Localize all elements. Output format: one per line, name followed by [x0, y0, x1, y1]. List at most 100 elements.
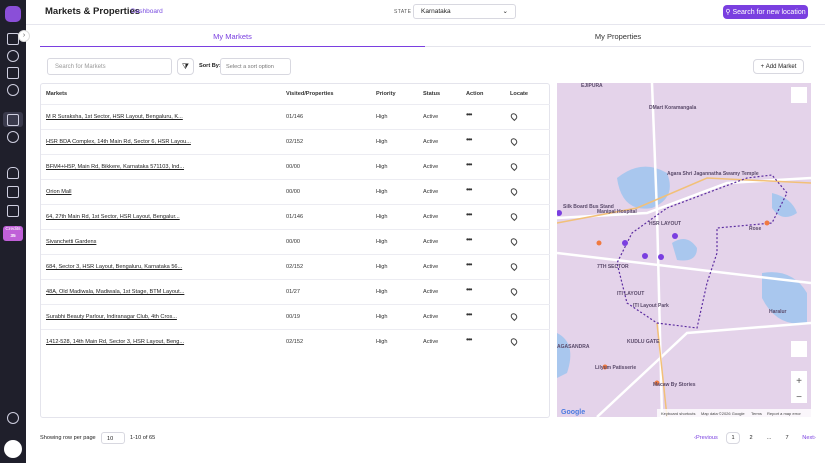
nav-docs[interactable] — [7, 205, 19, 217]
chevron: ⌄ — [502, 8, 508, 15]
page-button[interactable]: 1 — [726, 432, 740, 444]
shape — [596, 321, 811, 417]
map-label: Silk Board Bus Stand — [563, 204, 614, 210]
tab-my-markets[interactable]: My Markets — [40, 26, 425, 47]
logo[interactable] — [5, 6, 21, 22]
market-boundary — [616, 174, 788, 329]
market-link[interactable]: 48A, Old Madiwala, Madiwala, 1st Stage, … — [46, 289, 185, 295]
page-button[interactable]: Next › — [802, 435, 816, 441]
row-cell: Active — [423, 264, 439, 270]
rows-label: Showing row per page — [40, 435, 96, 441]
filter-button[interactable]: ⧩ — [177, 58, 194, 75]
map-footer-text[interactable]: Keyboard shortcuts — [661, 411, 695, 416]
locate-pin[interactable] — [509, 261, 519, 272]
locate-pin[interactable] — [509, 336, 519, 347]
shape — [654, 380, 660, 386]
action-menu[interactable]: ••• — [466, 310, 472, 319]
page-button[interactable]: ‹ Previous — [694, 435, 718, 441]
action-menu[interactable]: ••• — [466, 160, 472, 169]
locate-pin[interactable] — [509, 161, 519, 172]
action-menu[interactable]: ••• — [466, 210, 472, 219]
credits-badge[interactable]: Credits 35 — [3, 226, 23, 241]
state-select[interactable]: Karnataka ⌄ — [413, 4, 516, 19]
row-cell: High — [376, 339, 388, 345]
map-label: AGASANDRA — [557, 344, 590, 350]
action-menu[interactable]: ••• — [466, 110, 472, 119]
map-label: 7TH SECTOR — [597, 264, 629, 270]
fullscreen-button[interactable] — [791, 87, 807, 103]
map-footer-bg — [657, 409, 811, 417]
avatar[interactable] — [4, 440, 22, 458]
market-link[interactable]: HSR BDA Complex, 14th Main Rd, Sector 6,… — [46, 139, 191, 145]
column-header: Action — [466, 91, 484, 97]
page-button[interactable]: 7 — [780, 432, 794, 444]
map-brand: Google — [561, 409, 585, 416]
zoom-controls[interactable] — [791, 371, 807, 403]
rows-select[interactable]: 10 — [101, 432, 125, 444]
market-link[interactable]: 684, Sector 3, HSR Layout, Bengaluru, Ka… — [46, 264, 183, 270]
nav-settings[interactable] — [7, 131, 19, 143]
column-header: Priority — [376, 91, 396, 97]
column-header: Visited/Properties — [286, 91, 334, 97]
nav-help[interactable] — [7, 412, 19, 424]
market-link[interactable]: Sivanchetti Gardens — [46, 239, 97, 245]
row-cell: 01/146 — [286, 214, 304, 220]
row-cell: 02/152 — [286, 264, 304, 270]
zoom-out[interactable]: − — [796, 392, 802, 403]
shape — [656, 322, 668, 417]
dashboard-link[interactable]: Dashboard — [131, 8, 163, 15]
row-cell: 01/146 — [286, 114, 304, 120]
nav-bookmark[interactable] — [7, 67, 19, 79]
locate-pin[interactable] — [509, 186, 519, 197]
action-menu[interactable]: ••• — [466, 335, 472, 344]
major-roads — [557, 177, 811, 417]
table-row: Orion Mall 00/00 High Active ••• — [41, 179, 550, 204]
action-menu[interactable]: ••• — [466, 260, 472, 269]
map-label: ITI Layout Park — [633, 303, 669, 309]
market-search[interactable]: Search for Markets — [47, 58, 172, 75]
sidebar-toggle[interactable]: › — [18, 30, 30, 42]
nav-markets[interactable] — [7, 114, 19, 126]
page-button: ... — [762, 432, 776, 444]
search-location-button[interactable]: ⚲ Search for new location — [723, 5, 808, 19]
sidebar: Credits 35 — [0, 0, 26, 463]
locate-pin[interactable] — [509, 311, 519, 322]
shape — [772, 193, 797, 217]
credits-value: 35 — [10, 233, 16, 239]
page-button[interactable]: 2 — [744, 432, 758, 444]
map-label: Manipal Hospital — [597, 209, 637, 215]
row-cell: High — [376, 139, 388, 145]
market-link[interactable]: 64, 27th Main Rd, 1st Sector, HSR Layout… — [46, 214, 180, 220]
locate-pin[interactable] — [509, 286, 519, 297]
nav-notifications[interactable] — [7, 167, 19, 179]
map-footer-text[interactable]: Report a map error — [767, 411, 801, 416]
zoom-in[interactable]: + — [796, 376, 802, 387]
map-label: HSR LAYOUT — [649, 221, 681, 227]
page-text: 1 — [731, 435, 735, 441]
action-menu[interactable]: ••• — [466, 285, 472, 294]
map-footer-text[interactable]: Terms — [751, 411, 762, 416]
nav-search[interactable] — [7, 84, 19, 96]
market-link[interactable]: Surabhi Beauty Parlour, Indiranagar Club… — [46, 314, 177, 320]
nav-search-map[interactable] — [7, 50, 19, 62]
market-link[interactable]: BFM4+H5P, Main Rd, Bikkere, Karnataka 57… — [46, 164, 185, 170]
action-menu[interactable]: ••• — [466, 235, 472, 244]
sort-select[interactable]: Select a sort option — [220, 58, 291, 75]
market-link[interactable]: 1412-528, 14th Main Rd, Sector 3, HSR La… — [46, 339, 185, 345]
action-menu[interactable]: ••• — [466, 135, 472, 144]
locate-pin[interactable] — [509, 111, 519, 122]
market-link[interactable]: M R Suraksha, 1st Sector, HSR Layout, Be… — [46, 114, 183, 120]
locate-pin[interactable] — [509, 136, 519, 147]
action-menu[interactable]: ••• — [466, 185, 472, 194]
map[interactable]: EJIPURA DMart Koramangala Agara Shri Jagan… — [557, 83, 811, 417]
locate-pin[interactable] — [509, 211, 519, 222]
add-market-button[interactable]: + Add Market — [753, 59, 804, 74]
tab-my-properties[interactable]: My Properties — [594, 32, 642, 41]
pan-button[interactable] — [791, 341, 807, 357]
nav-chat[interactable] — [7, 186, 19, 198]
locate-pin[interactable] — [509, 236, 519, 247]
table-row: 1412-528, 14th Main Rd, Sector 3, HSR La… — [41, 329, 550, 354]
map-label: ITI LAYOUT — [617, 291, 644, 297]
market-link[interactable]: Orion Mall — [46, 189, 72, 195]
shape — [762, 272, 807, 324]
